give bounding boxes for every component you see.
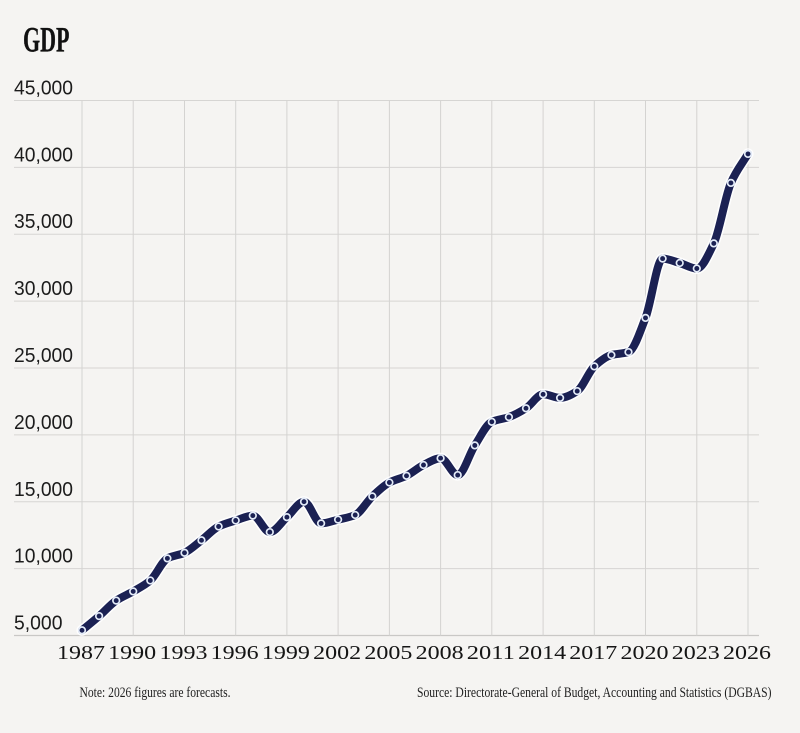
svg-text:35,000: 35,000: [14, 211, 73, 233]
svg-text:1999: 1999: [262, 643, 310, 664]
svg-text:10,000: 10,000: [14, 546, 73, 568]
svg-text:2008: 2008: [416, 643, 464, 664]
svg-text:2005: 2005: [364, 643, 412, 664]
svg-text:1996: 1996: [211, 643, 259, 664]
svg-text:2017: 2017: [569, 643, 617, 664]
svg-text:2023: 2023: [672, 643, 720, 664]
svg-text:5,000: 5,000: [14, 613, 63, 635]
svg-text:1990: 1990: [108, 643, 156, 664]
svg-text:GDP: GDP: [23, 20, 70, 60]
svg-text:40,000: 40,000: [14, 144, 73, 166]
svg-text:2014: 2014: [518, 643, 566, 664]
svg-text:2011: 2011: [467, 643, 515, 664]
svg-text:Note: 2026 figures are forecas: Note: 2026 figures are forecasts.: [80, 685, 231, 701]
svg-text:2020: 2020: [621, 643, 669, 664]
svg-text:Source: Directorate-General of: Source: Directorate-General of Budget, A…: [417, 685, 772, 701]
svg-text:25,000: 25,000: [14, 345, 73, 367]
svg-text:2002: 2002: [313, 643, 361, 664]
svg-text:2026: 2026: [723, 643, 771, 664]
svg-text:15,000: 15,000: [14, 479, 73, 501]
svg-text:30,000: 30,000: [14, 278, 73, 300]
svg-text:1993: 1993: [160, 643, 208, 664]
svg-text:1987: 1987: [57, 643, 105, 664]
svg-text:20,000: 20,000: [14, 412, 73, 434]
svg-text:45,000: 45,000: [14, 78, 73, 100]
